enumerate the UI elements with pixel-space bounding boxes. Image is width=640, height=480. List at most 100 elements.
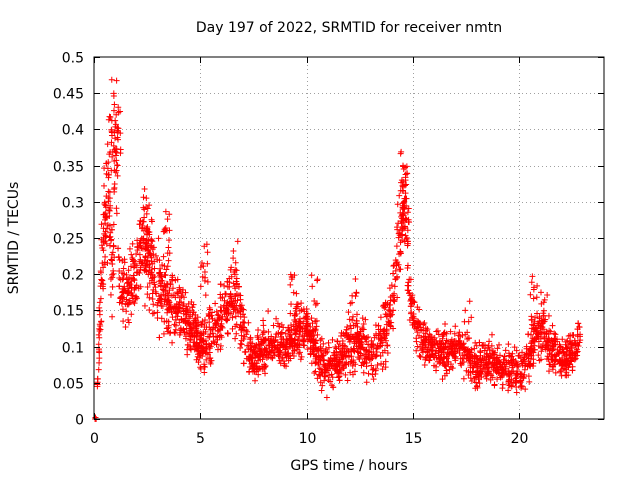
data-point — [260, 329, 267, 336]
data-point — [209, 309, 216, 316]
data-point — [357, 328, 364, 335]
data-point — [549, 355, 556, 362]
data-point — [460, 375, 467, 382]
data-point — [514, 361, 521, 368]
data-point — [103, 193, 110, 200]
data-point — [462, 307, 469, 314]
data-point — [200, 345, 207, 352]
data-point — [194, 345, 201, 352]
data-point — [497, 374, 504, 381]
data-point — [260, 352, 267, 359]
data-point — [202, 292, 209, 299]
data-point — [540, 312, 547, 319]
data-point — [492, 367, 499, 374]
data-point — [325, 357, 332, 364]
data-point — [310, 346, 317, 353]
data-point — [110, 93, 117, 100]
data-point — [169, 339, 176, 346]
data-point — [385, 319, 392, 326]
y-tick-label: 0.35 — [53, 160, 84, 176]
data-point — [356, 336, 363, 343]
data-point — [494, 345, 501, 352]
data-point — [484, 370, 491, 377]
data-point — [97, 323, 104, 330]
data-point — [166, 227, 173, 234]
data-point — [477, 359, 484, 366]
data-point — [190, 301, 197, 308]
data-point — [283, 341, 290, 348]
data-point — [331, 352, 338, 359]
data-point — [237, 345, 244, 352]
data-point — [339, 345, 346, 352]
data-point — [468, 314, 475, 321]
data-point — [100, 225, 107, 232]
x-tick-label: 5 — [196, 431, 205, 447]
data-point — [520, 374, 527, 381]
data-point — [505, 371, 512, 378]
data-point — [552, 331, 559, 338]
data-point — [318, 335, 325, 342]
data-point — [453, 342, 460, 349]
data-point — [531, 346, 538, 353]
data-point — [118, 300, 125, 307]
data-point — [197, 264, 204, 271]
data-point — [282, 330, 289, 337]
data-point — [476, 339, 483, 346]
data-point — [330, 362, 337, 369]
data-point — [457, 360, 464, 367]
data-point — [111, 186, 118, 193]
data-point — [203, 356, 210, 363]
data-point — [241, 333, 248, 340]
data-point — [528, 279, 535, 286]
data-point — [501, 353, 508, 360]
data-point — [320, 340, 327, 347]
data-point — [380, 361, 387, 368]
data-point — [109, 283, 116, 290]
data-point — [239, 319, 246, 326]
data-point — [214, 311, 221, 318]
data-point — [111, 101, 118, 108]
data-point — [269, 354, 276, 361]
data-point — [377, 342, 384, 349]
data-point — [464, 329, 471, 336]
data-point — [107, 276, 114, 283]
data-point — [270, 322, 277, 329]
data-point — [103, 204, 110, 211]
data-point — [238, 326, 245, 333]
data-point — [352, 361, 359, 368]
data-point — [278, 329, 285, 336]
data-point — [136, 251, 143, 258]
data-point — [326, 344, 333, 351]
data-point — [545, 312, 552, 319]
data-point — [248, 360, 255, 367]
data-point — [161, 318, 168, 325]
data-point — [356, 355, 363, 362]
data-point — [103, 240, 110, 247]
data-point — [172, 330, 179, 337]
data-point — [519, 349, 526, 356]
data-point — [108, 117, 115, 124]
data-point — [156, 334, 163, 341]
data-point — [426, 357, 433, 364]
data-point — [201, 277, 208, 284]
data-point — [310, 328, 317, 335]
data-point — [535, 352, 542, 359]
data-point — [391, 296, 398, 303]
data-point — [421, 361, 428, 368]
data-point — [186, 315, 193, 322]
data-point — [290, 352, 297, 359]
data-point — [348, 358, 355, 365]
data-point — [315, 354, 322, 361]
data-point — [370, 376, 377, 383]
data-point — [174, 308, 181, 315]
data-point — [342, 371, 349, 378]
data-point — [476, 369, 483, 376]
data-point — [97, 318, 104, 325]
data-point — [365, 341, 372, 348]
y-tick-label: 0.5 — [62, 51, 84, 67]
data-point — [513, 389, 520, 396]
data-point — [439, 376, 446, 383]
data-point — [316, 365, 323, 372]
data-point — [484, 350, 491, 357]
